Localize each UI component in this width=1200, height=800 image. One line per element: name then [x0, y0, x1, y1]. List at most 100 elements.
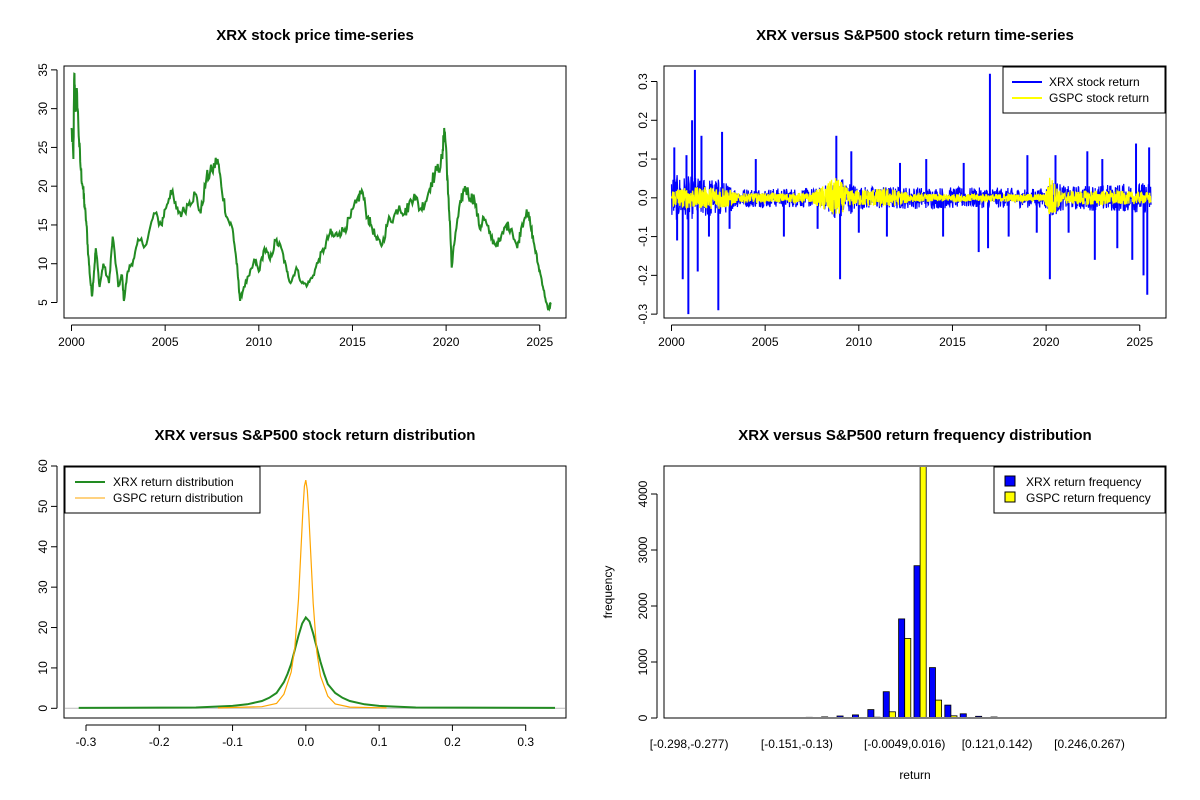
y-tick-label: 4000 [636, 480, 650, 507]
y-tick-label: 35 [36, 63, 50, 77]
density-x-axis: -0.3 -0.2 -0.1 0.0 0.1 0.2 0.3 [76, 724, 534, 749]
y-tick-label: 30 [36, 580, 50, 594]
y-tick-label: 25 [36, 140, 50, 154]
xrx-density-curve [78, 615, 556, 709]
x-tick-label: 2005 [152, 335, 179, 349]
x-tick-label: 2020 [433, 335, 460, 349]
return-timeseries-panel: XRX versus S&P500 stock return time-seri… [636, 27, 1167, 349]
frequency-chart-title: XRX versus S&P500 return frequency distr… [738, 427, 1091, 444]
frequency-y-axis: 0 1000 2000 3000 4000 [636, 480, 658, 721]
price-plot-frame [63, 65, 567, 319]
density-chart-title: XRX versus S&P500 stock return distribut… [155, 427, 476, 444]
gspc-frequency-bar [919, 467, 927, 717]
xrx-frequency-bar [959, 713, 967, 717]
legend-box [993, 466, 1166, 514]
y-tick-label: 1000 [636, 648, 650, 675]
y-tick-label: 5 [36, 299, 50, 306]
return-timeseries-frame [663, 65, 1167, 319]
xrx-frequency-bar [867, 709, 875, 717]
density-marks [65, 479, 565, 709]
price-marks [70, 72, 552, 312]
xrx-frequency-bar [836, 715, 844, 717]
legend-label-gspc-density: GSPC return distribution [113, 491, 243, 505]
x-tick-label: 0.3 [517, 735, 534, 749]
frequency-legend: XRX return frequency GSPC return frequen… [993, 466, 1166, 514]
return-timeseries-title: XRX versus S&P500 stock return time-seri… [756, 27, 1074, 44]
legend-label-xrx-frequency: XRX return frequency [1026, 475, 1141, 489]
return-timeseries-legend: XRX stock return GSPC stock return [1002, 66, 1166, 114]
x-tick-label: [-0.298,-0.277) [650, 737, 729, 751]
price-x-axis: 2000 2005 2010 2015 2020 2025 [58, 324, 553, 349]
frequency-y-label: frequency [601, 566, 615, 619]
frequency-panel: XRX versus S&P500 return frequency distr… [601, 427, 1167, 782]
legend-swatch-xrx-frequency [1004, 475, 1016, 487]
legend-label-gspc: GSPC stock return [1049, 91, 1149, 105]
x-tick-label: 2015 [939, 335, 966, 349]
density-panel: XRX versus S&P500 stock return distribut… [36, 427, 567, 749]
price-chart-title: XRX stock price time-series [216, 27, 414, 44]
return-timeseries-y-axis: -0.3 -0.2 -0.1 0.0 0.1 0.2 0.3 [636, 73, 658, 324]
y-tick-label: 2000 [636, 592, 650, 619]
y-tick-label: 40 [36, 540, 50, 554]
y-tick-label: -0.1 [636, 226, 650, 247]
gspc-frequency-bar [904, 638, 912, 717]
xrx-frequency-bar [975, 715, 983, 717]
x-tick-label: 2025 [526, 335, 553, 349]
gspc-frequency-bar [935, 699, 942, 717]
gspc-frequency-bar [888, 711, 896, 717]
density-y-axis: 0 10 20 30 40 50 60 [36, 459, 58, 712]
legend-label-xrx-density: XRX return distribution [113, 475, 234, 489]
legend-box [1002, 66, 1166, 114]
x-tick-label: 2010 [245, 335, 272, 349]
legend-label-gspc-frequency: GSPC return frequency [1026, 491, 1151, 505]
x-tick-label: -0.3 [76, 735, 97, 749]
xrx-frequency-bar [852, 714, 859, 717]
return-timeseries-x-axis: 2000 2005 2010 2015 2020 2025 [658, 324, 1153, 349]
y-tick-label: 30 [36, 102, 50, 116]
frequency-x-axis: [-0.298,-0.277) [-0.151,-0.13) [-0.0049,0.… [650, 737, 1125, 751]
x-tick-label: 2000 [58, 335, 85, 349]
y-tick-label: 10 [36, 257, 50, 271]
y-tick-label: 0.1 [636, 150, 650, 167]
price-y-axis: 5 10 15 20 25 30 35 [36, 63, 58, 306]
density-legend: XRX return distribution GSPC return dist… [64, 466, 261, 514]
y-tick-label: 15 [36, 218, 50, 232]
x-tick-label: [-0.151,-0.13) [761, 737, 833, 751]
gspc-frequency-bar [950, 715, 958, 717]
x-tick-label: 0.2 [444, 735, 461, 749]
frequency-plot-frame [663, 465, 1167, 719]
x-tick-label: 2010 [845, 335, 872, 349]
x-tick-label: -0.1 [222, 735, 243, 749]
x-tick-label: 0.1 [371, 735, 388, 749]
y-tick-label: 20 [36, 179, 50, 193]
y-tick-label: 0 [36, 705, 50, 712]
frequency-x-label: return [899, 768, 930, 782]
gspc-return-line [670, 177, 1152, 215]
x-tick-label: 2020 [1033, 335, 1060, 349]
xrx-frequency-bar [944, 704, 952, 717]
legend-swatch-gspc-frequency [1004, 491, 1016, 503]
x-tick-label: [-0.0049,0.016) [864, 737, 945, 751]
legend-box [64, 466, 261, 514]
x-tick-label: [0.246,0.267) [1054, 737, 1125, 751]
y-tick-label: 60 [36, 459, 50, 473]
density-plot-frame [63, 465, 567, 719]
x-tick-label: [0.121,0.142) [962, 737, 1033, 751]
gspc-density-curve [217, 479, 387, 709]
y-tick-label: 50 [36, 499, 50, 513]
y-tick-label: 0 [636, 714, 650, 721]
y-tick-label: 20 [36, 621, 50, 635]
return-timeseries-marks [670, 69, 1152, 315]
y-tick-label: 10 [36, 661, 50, 675]
y-tick-label: 0.2 [636, 112, 650, 129]
x-tick-label: -0.2 [149, 735, 170, 749]
xrx-frequency-bar [913, 565, 921, 717]
xrx-frequency-bar [929, 667, 936, 717]
x-tick-label: 2000 [658, 335, 685, 349]
legend-label-xrx: XRX stock return [1049, 75, 1140, 89]
price-panel: XRX stock price time-series 2000 2005 2010… [36, 27, 567, 349]
xrx-frequency-bar [898, 618, 906, 717]
x-tick-label: 0.0 [297, 735, 314, 749]
y-tick-label: 0.3 [636, 73, 650, 90]
